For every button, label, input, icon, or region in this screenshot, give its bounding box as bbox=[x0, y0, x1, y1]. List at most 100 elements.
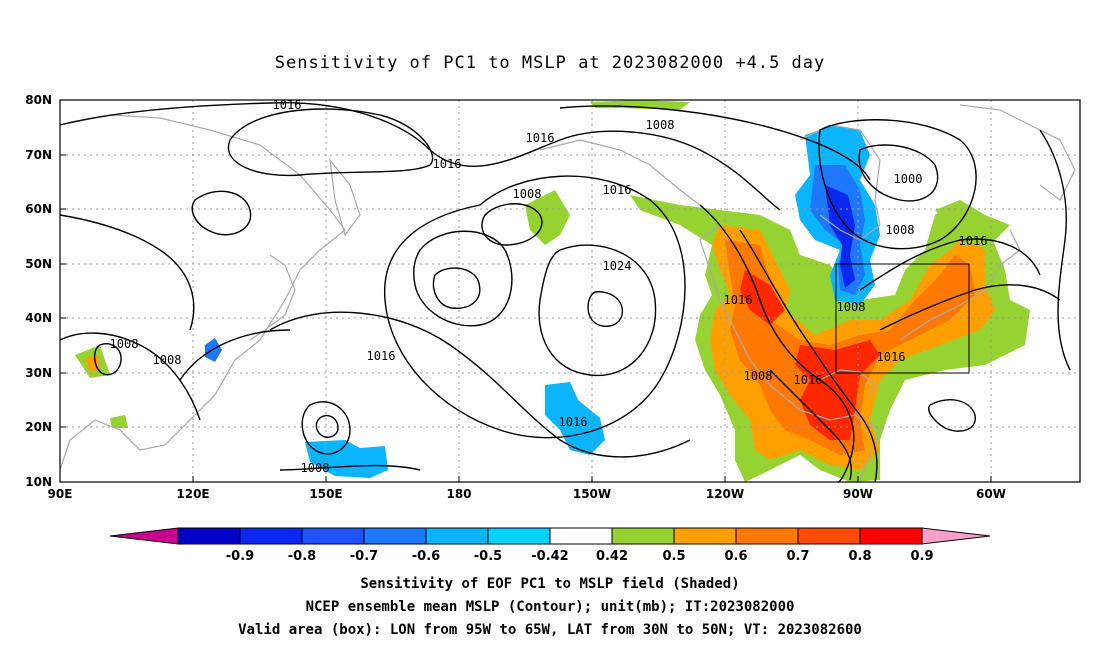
contour-label-4: 1016 bbox=[433, 157, 462, 171]
coastline-layer bbox=[59, 104, 1076, 481]
contour-1016-subtrop bbox=[269, 311, 691, 458]
contour-label-12: 1008 bbox=[837, 300, 866, 314]
colorbar-label: 0.7 bbox=[786, 549, 809, 564]
contour-high-central-inner bbox=[587, 291, 624, 327]
shade-negative-central bbox=[545, 382, 605, 455]
contour-trough-na-2 bbox=[739, 229, 878, 483]
colorbar-label: 0.9 bbox=[910, 549, 933, 564]
colorbar-segment bbox=[239, 527, 303, 545]
contour-1016-atl bbox=[879, 284, 1061, 331]
contour-label-13: 1016 bbox=[877, 350, 906, 364]
lat-axis: 80N 70N 60N 50N 40N 30N 20N 10N bbox=[25, 93, 52, 489]
coastline-kamchatka bbox=[329, 157, 361, 237]
caption: Sensitivity of EOF PC1 to MSLP field (Sh… bbox=[238, 576, 862, 638]
contour-1016-arctic bbox=[227, 108, 434, 177]
colorbar-segment bbox=[735, 527, 799, 545]
contour-trough-na-3 bbox=[769, 369, 852, 481]
contour-high-central-mid bbox=[538, 244, 657, 377]
lon-label-120w: 120W bbox=[706, 487, 744, 501]
lon-label-90w: 90W bbox=[843, 487, 873, 501]
contour-label-17: 1008 bbox=[744, 369, 773, 383]
contour-sea-okhotsk bbox=[191, 190, 252, 236]
colorbar-label: 0.42 bbox=[596, 549, 628, 564]
colorbar: -0.9 -0.8 -0.7 -0.6 -0.5 -0.42 0.42 0.5 0.6 0.7 0.… bbox=[109, 527, 991, 564]
colorbar-max-arrow bbox=[921, 527, 991, 545]
lat-label-70n: 70N bbox=[25, 148, 52, 162]
lon-label-180: 180 bbox=[446, 487, 471, 501]
lat-label-40n: 40N bbox=[25, 311, 52, 325]
colorbar-min-arrow bbox=[109, 527, 179, 545]
coastline-asia bbox=[59, 114, 346, 471]
contour-label-layer: 1016 1016 1008 1016 1008 1016 1000 1008 … bbox=[110, 98, 988, 475]
lon-label-150w: 150W bbox=[573, 487, 611, 501]
contour-high-central-outer bbox=[384, 175, 686, 439]
contour-label-11: 1016 bbox=[724, 293, 753, 307]
contour-label-8: 1008 bbox=[886, 223, 915, 237]
colorbar-segment bbox=[797, 527, 861, 545]
colorbar-segment bbox=[859, 527, 923, 545]
contour-layer bbox=[59, 102, 1071, 483]
shading-layer bbox=[75, 100, 1030, 482]
contour-1008-typhoon bbox=[301, 401, 351, 455]
shade-positive-red bbox=[740, 270, 880, 440]
lat-label-30n: 30N bbox=[25, 366, 52, 380]
colorbar-label: -0.7 bbox=[350, 549, 378, 564]
map-frame bbox=[59, 99, 1081, 483]
caption-line-1: Sensitivity of EOF PC1 to MSLP field (Sh… bbox=[360, 576, 739, 592]
contour-1016-west bbox=[59, 214, 195, 331]
caption-line-3: Valid area (box): LON from 95W to 65W, L… bbox=[238, 622, 862, 638]
lat-label-80n: 80N bbox=[25, 93, 52, 107]
contour-subtrop-south bbox=[279, 464, 421, 471]
coastline-eastcoast bbox=[899, 229, 1021, 341]
contour-low-aleutian bbox=[481, 203, 543, 246]
contour-high-west-inner bbox=[432, 267, 481, 309]
coastline-northamerica bbox=[699, 239, 881, 481]
lon-label-90e: 90E bbox=[48, 487, 73, 501]
contour-1000-lowne bbox=[858, 144, 939, 202]
map-panel: 1016 1016 1008 1016 1008 1016 1000 1008 … bbox=[25, 93, 1081, 501]
contour-label-20: 1008 bbox=[301, 461, 330, 475]
contour-1008-westpac-small bbox=[93, 343, 122, 376]
contour-label-14: 1008 bbox=[110, 337, 139, 351]
colorbar-label: 0.6 bbox=[724, 549, 747, 564]
colorbar-label: -0.5 bbox=[474, 549, 502, 564]
lat-label-20n: 20N bbox=[25, 420, 52, 434]
contour-trough-na bbox=[699, 204, 855, 483]
colorbar-segment bbox=[425, 527, 489, 545]
lon-axis: 90E 120E 150E 180 150W 120W 90W 60W bbox=[48, 487, 1006, 501]
shade-positive-scs bbox=[110, 415, 128, 428]
contour-label-10: 1024 bbox=[603, 259, 632, 273]
gridline-layer bbox=[60, 100, 1080, 482]
colorbar-label: -0.6 bbox=[412, 549, 440, 564]
contour-east-edge-2 bbox=[928, 399, 976, 432]
colorbar-segment bbox=[363, 527, 427, 545]
lat-label-50n: 50N bbox=[25, 257, 52, 271]
colorbar-label: -0.9 bbox=[226, 549, 254, 564]
colorbar-segment bbox=[673, 527, 737, 545]
shade-negative-kuroshio bbox=[205, 338, 222, 362]
coastline-gulf bbox=[819, 369, 876, 396]
contour-label-19: 1016 bbox=[559, 415, 588, 429]
contour-east-edge bbox=[1039, 129, 1071, 371]
contour-1016-north bbox=[59, 102, 781, 211]
contour-label-18: 1016 bbox=[794, 373, 823, 387]
shade-negative-darkblue bbox=[825, 185, 855, 288]
contour-1008-westpac bbox=[59, 332, 201, 421]
caption-line-2: NCEP ensemble mean MSLP (Contour); unit(… bbox=[306, 599, 795, 615]
contour-label-1: 1016 bbox=[273, 98, 302, 112]
contour-label-5: 1008 bbox=[513, 187, 542, 201]
contour-label-9: 1016 bbox=[959, 234, 988, 248]
colorbar-label: -0.42 bbox=[531, 549, 568, 564]
colorbar-label: 0.5 bbox=[662, 549, 685, 564]
contour-label-7: 1000 bbox=[894, 172, 923, 186]
shade-positive-westpac2 bbox=[85, 355, 100, 372]
shade-positive-arctic bbox=[590, 100, 690, 110]
contour-1008-arctic bbox=[559, 105, 871, 181]
contour-1008-typhoon-inner bbox=[315, 414, 339, 438]
colorbar-segment bbox=[487, 527, 551, 545]
contour-1016-box bbox=[859, 238, 1041, 291]
lon-label-120e: 120E bbox=[176, 487, 209, 501]
contour-label-15: 1008 bbox=[153, 353, 182, 367]
tick-marks bbox=[60, 99, 992, 482]
valid-area-box bbox=[835, 263, 970, 374]
